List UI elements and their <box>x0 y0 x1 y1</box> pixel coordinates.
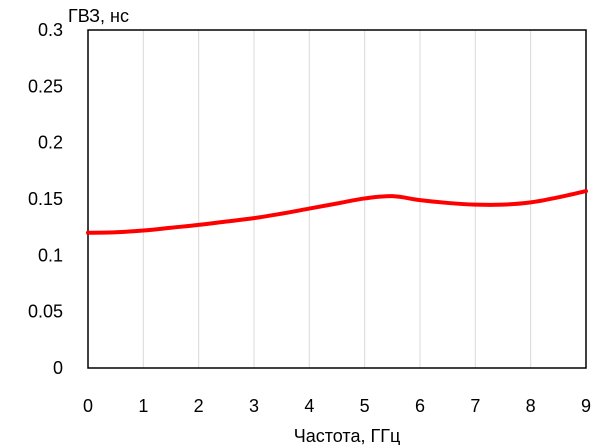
y-tick-label: 0.3 <box>38 20 63 40</box>
y-tick-label: 0.15 <box>28 189 63 209</box>
x-tick-label: 2 <box>194 396 204 416</box>
x-tick-label: 5 <box>360 396 370 416</box>
gridlines <box>142 30 532 368</box>
y-tick-label: 0 <box>53 358 63 378</box>
y-tick-label: 0.25 <box>28 76 63 96</box>
x-tick-label: 9 <box>581 396 591 416</box>
x-tick-label: 3 <box>249 396 259 416</box>
x-tick-label: 8 <box>526 396 536 416</box>
y-axis-ticks: 0 0.05 0.1 0.15 0.2 0.25 0.3 <box>28 20 63 378</box>
x-tick-label: 4 <box>304 396 314 416</box>
x-axis-title: Частота, ГГц <box>294 426 401 445</box>
y-tick-label: 0.05 <box>28 302 63 322</box>
y-tick-label: 0.1 <box>38 245 63 265</box>
x-tick-label: 7 <box>470 396 480 416</box>
y-tick-label: 0.2 <box>38 133 63 153</box>
x-tick-label: 0 <box>83 396 93 416</box>
series-line-0 <box>86 189 588 235</box>
x-tick-label: 1 <box>138 396 148 416</box>
y-axis-title: ГВЗ, нс <box>68 6 129 26</box>
series-group <box>86 189 588 235</box>
x-axis-ticks: 0 1 2 3 4 5 6 7 8 9 <box>83 396 591 416</box>
plot-area-frame <box>87 29 587 369</box>
x-tick-label: 6 <box>415 396 425 416</box>
